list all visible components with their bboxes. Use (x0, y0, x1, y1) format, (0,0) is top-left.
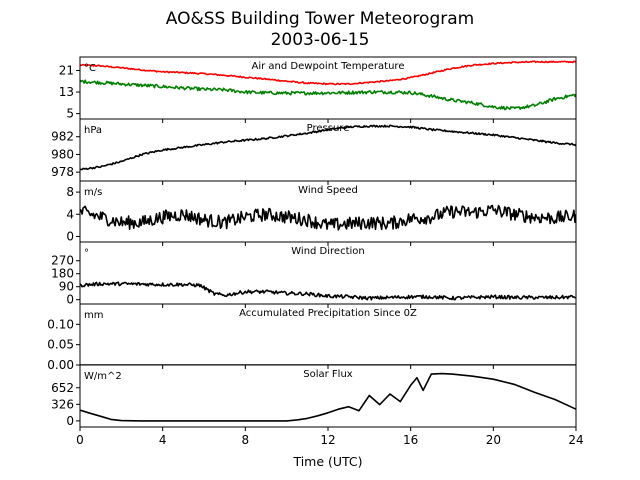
chart-panels: 5 13 21 °C Air and Dewpoint Temperature 978 98… (47, 56, 577, 431)
x-tick-label: 16 (403, 433, 418, 447)
temperature-series-0 (80, 60, 576, 86)
wind_speed-ytick-label: 0 (66, 229, 74, 243)
precipitation-ytick-label: 0.05 (47, 338, 74, 352)
pressure-series-0 (80, 124, 576, 171)
x-tick-label: 0 (76, 433, 84, 447)
chart-title-line1: AO&SS Building Tower Meteorogram (166, 9, 474, 29)
wind_speed-series-0 (80, 204, 576, 231)
wind_speed-panel-title: Wind Speed (298, 185, 358, 196)
temperature-ytick-label: 5 (66, 107, 74, 121)
temperature-ytick-label: 13 (59, 85, 74, 99)
temperature-panel-title: Air and Dewpoint Temperature (252, 61, 405, 72)
wind_direction-panel-title: Wind Direction (291, 246, 365, 257)
wind_direction-ytick-label: 270 (51, 254, 74, 268)
solar_flux-panel-title: Solar Flux (303, 369, 353, 380)
wind_direction-series-0 (80, 281, 576, 301)
pressure-ytick-label: 978 (51, 165, 74, 179)
temperature-unit-label: °C (84, 63, 96, 74)
x-tick-label: 24 (568, 433, 583, 447)
pressure-ytick-label: 980 (51, 147, 74, 161)
wind_direction-ytick-label: 180 (51, 267, 74, 281)
x-axis-label: Time (UTC) (292, 454, 362, 469)
wind_direction-unit-label: ° (84, 248, 89, 259)
pressure-unit-label: hPa (84, 125, 102, 136)
wind_direction-ytick-label: 0 (66, 293, 74, 307)
wind_speed-unit-label: m/s (84, 187, 102, 198)
panel-pressure: 978 980 982 hPa Pressure (51, 118, 577, 185)
temperature-series-1 (80, 79, 576, 111)
solar_flux-ytick-label: 0 (66, 414, 74, 428)
wind_speed-ytick-label: 4 (66, 207, 74, 221)
panel-solar_flux: 0 326 652 W/m^2 Solar Flux (51, 364, 577, 431)
temperature-ytick-label: 21 (59, 63, 74, 77)
x-tick-label: 8 (242, 433, 250, 447)
pressure-panel-title: Pressure (307, 123, 350, 134)
x-axis: 0 4 8 12 16 20 24 (76, 433, 583, 447)
wind_speed-ytick-label: 8 (66, 185, 74, 199)
panel-wind_speed: 0 4 8 m/s Wind Speed (66, 180, 577, 246)
x-tick-label: 12 (320, 433, 335, 447)
solar_flux-unit-label: W/m^2 (84, 371, 122, 382)
chart-title-line2: 2003-06-15 (271, 30, 370, 50)
precipitation-ytick-label: 0.00 (47, 358, 74, 372)
solar_flux-ytick-label: 326 (51, 397, 74, 411)
pressure-ytick-label: 982 (51, 130, 74, 144)
precipitation-unit-label: mm (84, 310, 103, 321)
solar_flux-series-0 (80, 372, 576, 422)
wind_direction-ytick-label: 90 (59, 280, 74, 294)
x-tick-label: 4 (159, 433, 167, 447)
solar_flux-ytick-label: 652 (51, 381, 74, 395)
panel-precipitation: 0.00 0.05 0.10 mm Accumulated Precipitation … (47, 303, 577, 372)
x-tick-label: 20 (486, 433, 501, 447)
panel-temperature: 5 13 21 °C Air and Dewpoint Temperature (59, 56, 577, 123)
precipitation-panel-title: Accumulated Precipitation Since 0Z (239, 308, 417, 319)
precipitation-ytick-label: 0.10 (47, 317, 74, 331)
